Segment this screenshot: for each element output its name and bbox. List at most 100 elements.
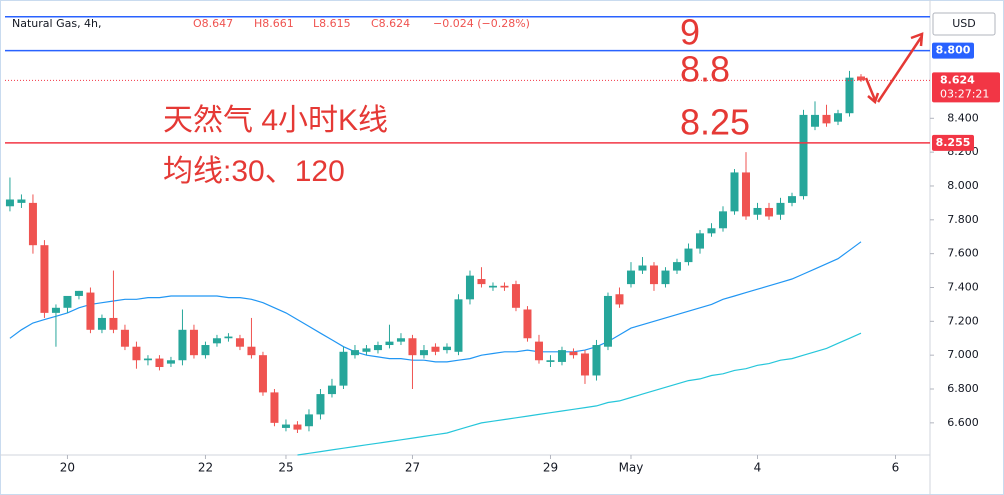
candle-body [281, 424, 290, 428]
y-tick-label: 6.600 [947, 416, 979, 429]
last-price-box [932, 72, 1000, 103]
candle-body [546, 360, 555, 362]
candle-body [178, 329, 187, 361]
candle-body [534, 341, 543, 361]
y-tick-label: 7.600 [947, 247, 979, 260]
candle-body [235, 338, 244, 347]
candle-body [569, 351, 578, 356]
candle-body [465, 275, 474, 300]
candle-body [442, 346, 451, 351]
candle-body [764, 207, 773, 217]
candle-body [626, 270, 635, 285]
candle-body [155, 358, 164, 368]
candle-body [741, 172, 750, 217]
x-tick-label: 25 [278, 461, 293, 475]
candle-body [557, 350, 566, 362]
currency[interactable]: USD [952, 17, 976, 30]
ohlc-open: O8.647 [193, 17, 233, 30]
candle-body [431, 346, 440, 352]
candle-body [500, 285, 509, 288]
candle-body [86, 292, 95, 330]
candle-body [258, 355, 267, 393]
annotation: 9 [680, 12, 700, 53]
annotation: 均线:30、120 [163, 155, 345, 188]
level-label-box [932, 42, 974, 59]
candle-body [120, 329, 129, 347]
y-tick-label: 7.000 [947, 348, 979, 361]
candle-body [603, 295, 612, 347]
level-label: 8.255 [936, 136, 971, 149]
candle-body [488, 285, 497, 288]
x-tick-label: May [619, 461, 644, 475]
candle-body [822, 114, 831, 124]
plot: 6.600 6.800 7.000 7.200 7.400 7.600 7.800 8.000… [5, 16, 979, 475]
symbol: Natural Gas, 4h, [12, 17, 102, 30]
y-tick-label: 6.800 [947, 382, 979, 395]
candle-body [224, 336, 233, 339]
annotation: 8.25 [680, 102, 750, 143]
y-tick-label: 7.400 [947, 280, 979, 293]
candle-body [339, 351, 348, 386]
y-tick-label: 8.000 [947, 179, 979, 192]
x-tick-label: 22 [198, 461, 213, 475]
candle-body [615, 294, 624, 305]
candle-body [477, 279, 486, 285]
ma-line [297, 332, 862, 456]
y-tick-label: 7.800 [947, 213, 979, 226]
candle-body [810, 114, 819, 127]
last-price-label: 8.624 [940, 73, 975, 86]
candle-body [28, 202, 37, 246]
candle-body [40, 245, 49, 313]
x-tick-label: 6 [892, 461, 900, 475]
level-label: 8.800 [936, 44, 971, 57]
annotation: 8.8 [680, 49, 730, 90]
candle-body [270, 392, 279, 423]
y-tick-label: 8.400 [947, 111, 979, 124]
candle-body [143, 358, 152, 361]
candle-body [385, 341, 394, 346]
candle-body [5, 199, 14, 207]
level-label-box [932, 134, 974, 151]
candle-body [109, 317, 118, 330]
y-tick-label: 7.200 [947, 314, 979, 327]
x-tick-label: 4 [754, 461, 762, 475]
candle-body [787, 196, 796, 203]
candle-body [74, 290, 83, 296]
candle-body [753, 207, 762, 215]
candle-body [856, 76, 865, 81]
candle-body [132, 346, 141, 361]
candle-body [247, 346, 256, 356]
candle-body [776, 202, 785, 215]
candle-body [661, 270, 670, 285]
candle-body [189, 329, 198, 356]
candle-body [718, 211, 727, 229]
x-tick-label: 29 [543, 461, 558, 475]
candle-body [523, 309, 532, 339]
currency-button[interactable] [932, 12, 996, 36]
candle-body [51, 307, 60, 313]
candle-body [707, 228, 716, 234]
candle-body [592, 345, 601, 376]
candle-body [17, 199, 26, 203]
ma-line [9, 241, 862, 363]
arrow [864, 77, 880, 105]
candle-body [408, 338, 417, 356]
candle-body [362, 348, 371, 352]
candle-body [63, 295, 72, 308]
candle-body [672, 262, 681, 271]
ohlc-high: H8.661 [254, 17, 294, 30]
candle-body [316, 394, 325, 415]
candle-body [845, 77, 854, 114]
candle-body [638, 265, 647, 271]
candle-body [97, 317, 106, 330]
ohlc-low: L8.615 [313, 17, 351, 30]
x-tick-label: 27 [405, 461, 420, 475]
candle-body [201, 345, 210, 356]
candle-body [454, 299, 463, 352]
candle-body [396, 338, 405, 342]
candle-body [373, 345, 382, 351]
candle-body [730, 172, 739, 212]
candle-body [580, 353, 589, 376]
